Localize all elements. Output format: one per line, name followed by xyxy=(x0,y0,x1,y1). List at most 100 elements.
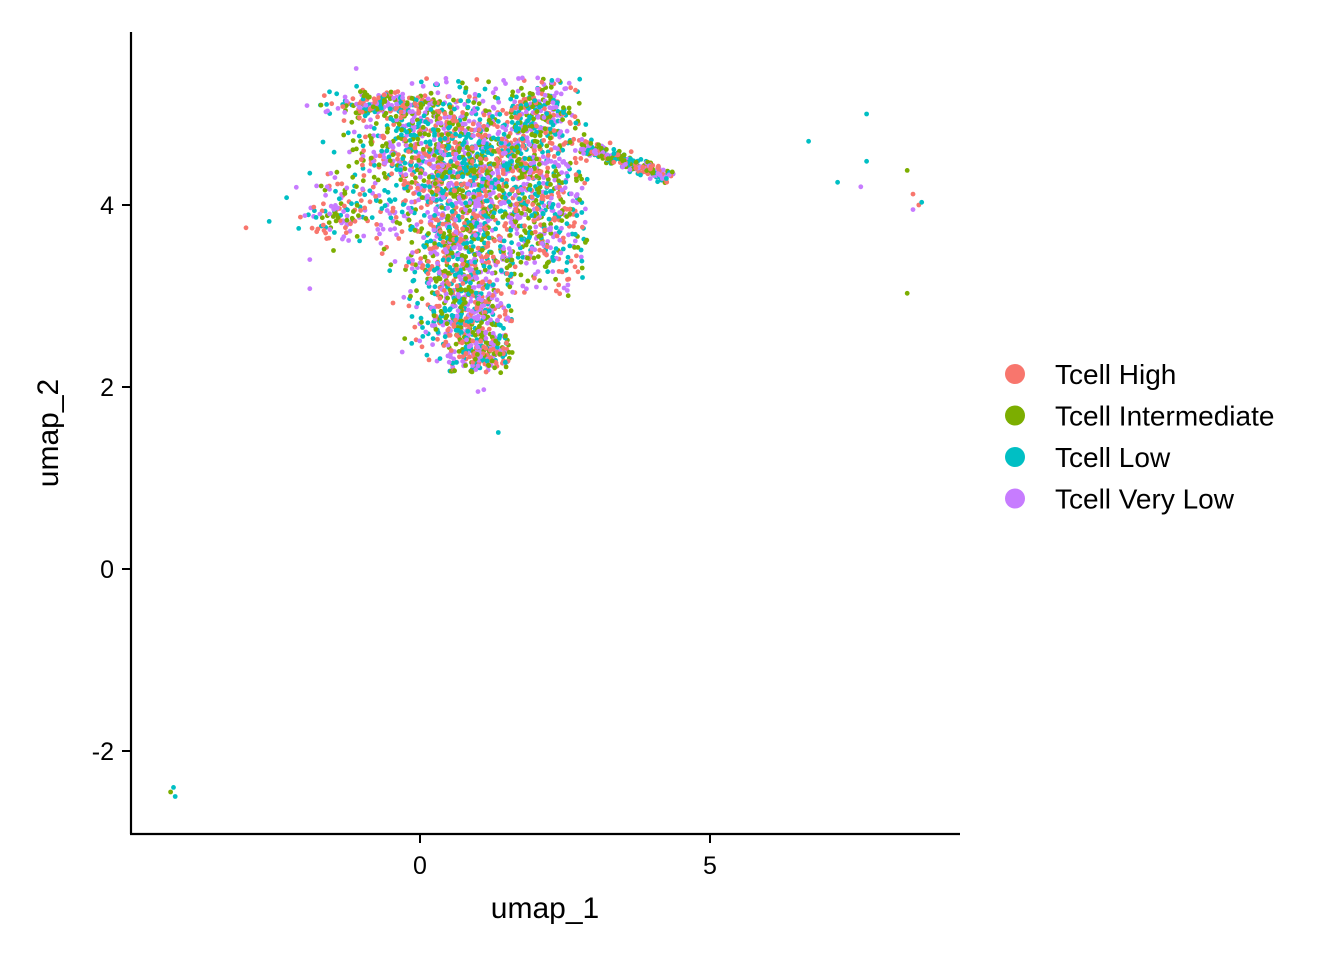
data-point xyxy=(419,344,425,350)
data-point xyxy=(495,220,501,226)
data-point xyxy=(479,297,485,303)
data-point xyxy=(396,121,402,127)
data-point xyxy=(633,159,639,165)
data-point xyxy=(572,148,578,153)
data-point xyxy=(514,201,519,207)
data-point xyxy=(481,387,487,393)
data-point xyxy=(580,224,585,230)
data-point xyxy=(482,189,488,194)
data-point xyxy=(483,345,489,351)
data-point xyxy=(463,234,469,240)
data-point xyxy=(351,209,356,214)
data-point xyxy=(470,338,476,344)
data-point xyxy=(487,264,492,270)
data-point xyxy=(323,230,328,236)
data-point xyxy=(393,113,399,119)
data-point xyxy=(426,280,432,286)
data-point xyxy=(413,175,418,181)
data-point xyxy=(429,323,435,328)
data-point xyxy=(532,260,538,265)
data-point xyxy=(401,182,407,188)
data-point xyxy=(473,356,478,362)
data-point xyxy=(459,201,465,207)
data-point xyxy=(501,238,507,244)
data-point xyxy=(400,156,406,162)
data-point xyxy=(444,249,450,255)
data-point xyxy=(551,128,557,134)
data-point xyxy=(451,278,457,284)
data-point xyxy=(552,177,558,183)
data-point xyxy=(374,198,379,204)
data-point xyxy=(407,138,413,143)
data-point xyxy=(483,156,489,162)
data-point xyxy=(490,214,496,220)
data-point xyxy=(430,157,436,162)
data-point xyxy=(368,139,374,145)
data-point xyxy=(475,245,481,251)
data-point xyxy=(402,336,408,341)
data-point xyxy=(496,174,502,180)
data-point xyxy=(354,203,360,208)
data-point xyxy=(362,113,368,119)
data-point xyxy=(465,144,470,150)
data-point xyxy=(339,181,345,187)
data-point xyxy=(430,342,435,347)
data-point xyxy=(312,208,317,214)
data-point xyxy=(564,260,570,265)
data-point xyxy=(481,123,487,129)
data-point xyxy=(410,118,415,124)
data-point xyxy=(435,290,440,295)
data-point xyxy=(449,250,455,256)
data-point xyxy=(611,159,617,165)
data-point xyxy=(446,143,452,149)
data-point xyxy=(666,172,672,178)
data-point xyxy=(489,270,495,276)
data-point xyxy=(410,250,415,256)
data-point xyxy=(567,243,573,249)
data-point xyxy=(375,227,381,232)
data-point xyxy=(396,152,401,158)
data-point xyxy=(530,91,535,97)
data-point xyxy=(463,244,469,250)
data-point xyxy=(429,189,435,195)
data-point xyxy=(307,170,313,176)
data-point xyxy=(509,120,515,125)
data-point xyxy=(168,789,174,795)
data-point xyxy=(519,85,524,91)
data-point xyxy=(460,188,466,194)
data-point xyxy=(457,146,462,151)
data-point xyxy=(572,220,577,226)
data-point xyxy=(460,194,466,199)
data-point xyxy=(558,250,564,256)
data-point xyxy=(466,151,471,157)
data-point xyxy=(564,221,570,227)
data-point xyxy=(502,359,508,365)
data-point xyxy=(492,177,498,183)
data-point xyxy=(356,133,362,139)
data-point xyxy=(482,267,488,273)
data-point xyxy=(437,115,443,121)
data-point xyxy=(452,140,458,146)
data-point xyxy=(446,359,452,365)
data-point xyxy=(559,187,565,193)
data-point xyxy=(414,222,420,228)
data-point xyxy=(432,181,438,187)
data-point xyxy=(388,215,394,221)
data-point xyxy=(485,320,490,326)
data-point xyxy=(445,270,451,276)
data-point xyxy=(349,119,355,125)
data-point xyxy=(551,258,556,263)
data-point xyxy=(391,122,397,127)
data-point xyxy=(456,154,462,160)
data-point xyxy=(584,176,590,182)
data-point xyxy=(457,165,463,171)
data-point xyxy=(497,236,503,242)
data-point xyxy=(498,322,503,328)
data-point xyxy=(502,195,508,201)
data-point xyxy=(324,102,329,107)
data-point xyxy=(266,219,272,224)
data-point xyxy=(403,198,408,204)
data-point xyxy=(559,218,565,224)
data-point xyxy=(513,114,518,120)
data-point xyxy=(512,99,518,105)
